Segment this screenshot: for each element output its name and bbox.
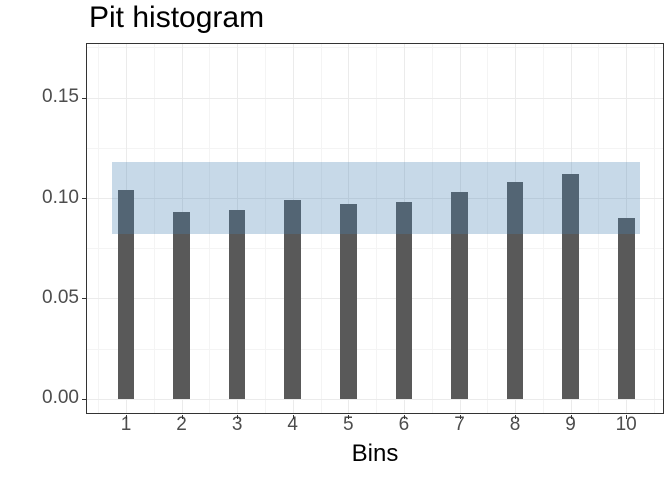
x-axis-tickmark	[348, 415, 350, 419]
gridline-minor-vertical	[98, 43, 100, 414]
gridline-minor-horizontal	[86, 248, 664, 250]
x-axis-tickmark	[459, 415, 461, 419]
gridline-minor-horizontal	[86, 348, 664, 350]
gridline-major-horizontal	[86, 97, 664, 99]
x-tick-label: 5	[343, 414, 354, 435]
bar-bin-7	[451, 191, 468, 399]
x-axis-tickmark	[403, 415, 405, 419]
x-tick-label: 3	[231, 414, 243, 435]
x-axis-tickmark	[570, 415, 572, 419]
y-tick-label: 0.10	[42, 186, 79, 208]
bar-bin-3	[228, 210, 246, 399]
x-axis-tickmark	[181, 415, 183, 419]
gridline-minor-vertical	[320, 43, 322, 414]
bar-bin-4	[284, 200, 302, 399]
y-tick-label: 0.05	[42, 286, 79, 308]
gridline-minor-vertical	[542, 43, 544, 414]
x-axis-tickmark	[126, 415, 127, 419]
bar-bin-1	[117, 189, 135, 399]
x-axis-tickmark	[515, 415, 517, 419]
x-tick-label: 7	[454, 414, 465, 435]
x-tick-label: 1	[120, 414, 132, 435]
bar-bin-2	[173, 212, 190, 399]
gridline-minor-vertical	[376, 43, 378, 414]
x-tick-label: 6	[398, 414, 410, 435]
x-axis-tickmark	[237, 415, 239, 419]
x-tick-label: 2	[176, 414, 187, 435]
y-tick-label: 0.00	[42, 387, 79, 409]
gridline-major-horizontal	[86, 398, 664, 400]
x-tick-label: 4	[287, 414, 298, 435]
confidence-band	[112, 161, 641, 235]
bar-bin-5	[340, 204, 357, 399]
bar-bin-9	[562, 173, 579, 399]
y-axis-tickmark	[82, 398, 86, 400]
x-axis-title: Bins	[351, 440, 399, 467]
bar-bin-10	[617, 218, 635, 399]
plot-panel	[86, 43, 664, 414]
y-axis-tickmark	[82, 97, 86, 99]
gridline-minor-vertical	[153, 43, 155, 414]
gridline-minor-vertical	[431, 43, 433, 414]
chart-title: Pit histogram	[89, 1, 265, 34]
y-tick-label: 0.15	[42, 86, 79, 107]
bar-bin-6	[395, 202, 413, 399]
gridline-minor-vertical	[654, 43, 655, 414]
gridline-minor-vertical	[487, 43, 489, 414]
gridline-minor-horizontal	[86, 47, 664, 49]
gridline-minor-horizontal	[86, 147, 664, 149]
x-axis-tickmark	[626, 415, 628, 419]
x-tick-label: 9	[565, 414, 576, 435]
gridline-major-horizontal	[86, 198, 664, 199]
gridline-minor-vertical	[265, 43, 266, 414]
gridline-minor-vertical	[598, 43, 600, 414]
x-axis-tickmark	[292, 415, 294, 419]
gridline-minor-vertical	[209, 43, 211, 414]
gridline-major-horizontal	[86, 298, 664, 300]
y-axis-tickmark	[82, 198, 86, 199]
x-tick-label: 8	[509, 414, 521, 435]
x-tick-label: 10	[615, 414, 637, 435]
bar-bin-8	[506, 181, 524, 399]
y-axis-tickmark	[82, 298, 86, 300]
